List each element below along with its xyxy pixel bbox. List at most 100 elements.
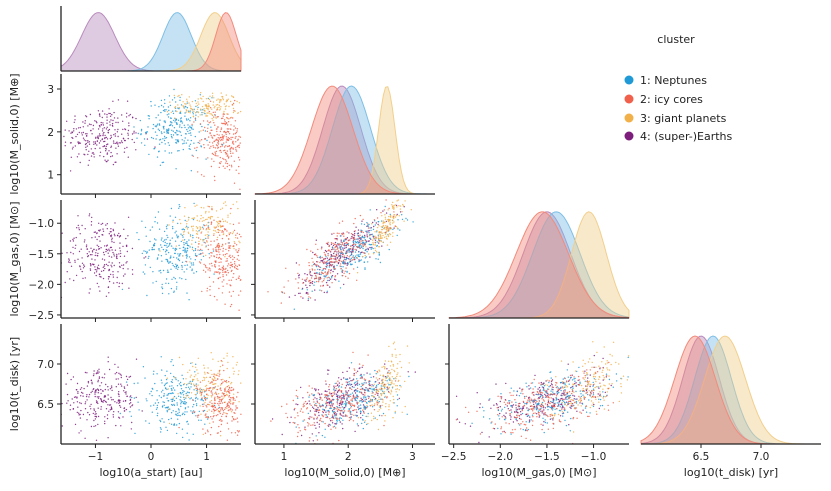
- scatter-point-cluster-4: [95, 400, 98, 402]
- scatter-point-cluster-2: [213, 219, 215, 221]
- scatter-point-cluster-3: [383, 236, 386, 238]
- scatter-point-cluster-2: [362, 364, 364, 367]
- scatter-point-cluster-4: [97, 389, 100, 391]
- scatter-point-cluster-1: [377, 221, 380, 223]
- scatter-point-cluster-4: [341, 397, 343, 399]
- scatter-point-cluster-4: [356, 383, 358, 385]
- scatter-point-cluster-2: [368, 384, 370, 386]
- scatter-point-cluster-1: [377, 234, 379, 236]
- scatter-point-cluster-2: [328, 244, 331, 247]
- scatter-point-cluster-4: [89, 269, 92, 271]
- scatter-point-cluster-1: [175, 378, 177, 381]
- scatter-point-cluster-2: [316, 439, 319, 441]
- scatter-point-cluster-4: [125, 237, 127, 240]
- scatter-point-cluster-4: [105, 160, 108, 163]
- scatter-point-cluster-3: [387, 360, 390, 362]
- scatter-point-cluster-2: [221, 292, 224, 294]
- scatter-point-cluster-3: [374, 247, 376, 249]
- scatter-point-cluster-3: [186, 100, 188, 103]
- scatter-point-cluster-4: [66, 402, 68, 404]
- scatter-point-cluster-4: [79, 126, 82, 129]
- scatter-point-cluster-3: [178, 94, 180, 97]
- scatter-point-cluster-3: [381, 388, 384, 390]
- scatter-point-cluster-3: [195, 102, 197, 105]
- scatter-point-cluster-4: [488, 436, 490, 438]
- scatter-point-cluster-3: [389, 224, 391, 226]
- scatter-point-cluster-2: [217, 378, 219, 380]
- scatter-point-cluster-3: [202, 433, 204, 436]
- scatter-point-cluster-2: [208, 257, 211, 259]
- scatter-point-cluster-3: [225, 387, 227, 389]
- scatter-point-cluster-4: [70, 378, 72, 381]
- scatter-point-cluster-4: [366, 372, 368, 374]
- scatter-point-cluster-2: [351, 379, 354, 382]
- scatter-point-cluster-4: [78, 131, 81, 134]
- scatter-point-cluster-4: [107, 386, 109, 388]
- scatter-point-cluster-4: [108, 261, 110, 263]
- kde-curve-mg-cluster-2: [448, 211, 630, 319]
- scatter-point-cluster-4: [542, 396, 544, 399]
- scatter-point-cluster-2: [339, 265, 341, 267]
- scatter-point-cluster-3: [393, 221, 395, 223]
- scatter-point-cluster-1: [333, 388, 335, 390]
- scatter-point-cluster-4: [532, 399, 534, 401]
- scatter-point-cluster-1: [531, 414, 534, 416]
- scatter-point-cluster-2: [236, 430, 239, 432]
- scatter-point-cluster-2: [318, 276, 320, 278]
- scatter-point-cluster-3: [380, 387, 382, 389]
- scatter-point-cluster-3: [385, 237, 388, 239]
- scatter-point-cluster-2: [393, 211, 395, 213]
- scatter-point-cluster-4: [370, 227, 373, 229]
- scatter-point-cluster-4: [373, 225, 375, 228]
- scatter-point-cluster-1: [361, 235, 364, 237]
- scatter-point-cluster-1: [186, 119, 188, 121]
- scatter-point-cluster-2: [231, 263, 233, 266]
- scatter-point-cluster-3: [237, 112, 239, 114]
- scatter-point-cluster-1: [357, 390, 359, 392]
- scatter-point-cluster-1: [552, 407, 554, 409]
- scatter-point-cluster-1: [163, 244, 166, 247]
- scatter-point-cluster-2: [338, 232, 340, 235]
- scatter-point-cluster-3: [193, 110, 195, 112]
- scatter-point-cluster-1: [337, 394, 339, 397]
- scatter-point-cluster-3: [191, 362, 193, 364]
- scatter-point-cluster-1: [198, 253, 200, 255]
- scatter-point-cluster-3: [383, 376, 385, 378]
- scatter-point-cluster-2: [340, 407, 342, 409]
- scatter-point-cluster-4: [320, 257, 322, 259]
- scatter-point-cluster-1: [342, 240, 345, 242]
- scatter-point-cluster-2: [227, 428, 230, 430]
- scatter-point-cluster-4: [99, 240, 101, 242]
- scatter-point-cluster-3: [192, 365, 194, 368]
- scatter-point-cluster-2: [215, 138, 218, 140]
- scatter-point-cluster-3: [172, 397, 175, 399]
- scatter-point-cluster-1: [186, 257, 188, 259]
- scatter-point-cluster-4: [88, 141, 91, 143]
- scatter-point-cluster-1: [165, 226, 168, 228]
- scatter-point-cluster-3: [202, 240, 204, 242]
- scatter-point-cluster-4: [318, 432, 320, 434]
- scatter-point-cluster-2: [225, 122, 228, 124]
- scatter-point-cluster-3: [220, 208, 222, 211]
- scatter-point-cluster-2: [332, 242, 334, 245]
- scatter-point-cluster-4: [315, 388, 317, 390]
- scatter-point-cluster-4: [120, 385, 123, 387]
- scatter-point-cluster-3: [177, 393, 179, 395]
- scatter-point-cluster-4: [85, 116, 88, 118]
- scatter-point-cluster-4: [61, 232, 63, 234]
- scatter-point-cluster-1: [190, 258, 192, 260]
- scatter-point-cluster-3: [209, 216, 211, 218]
- scatter-point-cluster-3: [209, 218, 212, 220]
- scatter-point-cluster-1: [169, 104, 172, 107]
- scatter-point-cluster-4: [366, 232, 368, 234]
- scatter-point-cluster-2: [338, 243, 340, 245]
- scatter-point-cluster-2: [235, 234, 237, 236]
- scatter-point-cluster-4: [126, 261, 128, 263]
- scatter-point-cluster-4: [299, 292, 301, 294]
- scatter-point-cluster-4: [74, 259, 76, 262]
- scatter-point-cluster-1: [144, 377, 146, 379]
- scatter-point-cluster-1: [174, 389, 176, 391]
- scatter-point-cluster-1: [315, 435, 317, 437]
- scatter-point-cluster-2: [229, 232, 232, 234]
- scatter-point-cluster-2: [213, 255, 215, 257]
